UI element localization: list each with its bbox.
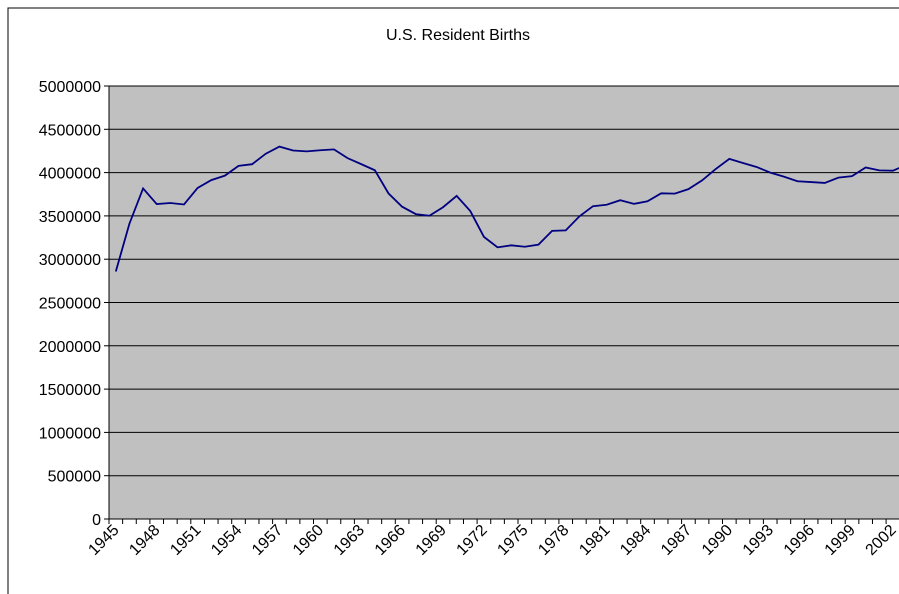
x-tick-label: 1975 bbox=[494, 522, 531, 559]
y-tick-label: 2000000 bbox=[39, 339, 101, 356]
x-tick-label: 1963 bbox=[331, 522, 368, 559]
x-tick-label: 1984 bbox=[617, 522, 654, 559]
chart-border bbox=[7, 7, 899, 594]
x-tick-label: 1981 bbox=[576, 522, 613, 559]
x-tick-label: 1966 bbox=[372, 522, 409, 559]
x-tick-label: 1960 bbox=[290, 522, 327, 559]
y-tick-label: 4500000 bbox=[39, 122, 101, 139]
x-tick-label: 1987 bbox=[658, 522, 695, 559]
x-tick-label: 1948 bbox=[126, 522, 163, 559]
y-tick-label: 5000000 bbox=[39, 79, 101, 96]
x-tick-label: 1957 bbox=[249, 522, 286, 559]
x-tick-label: 1993 bbox=[740, 522, 777, 559]
x-tick-label: 1954 bbox=[208, 522, 245, 559]
x-tick-label: 1951 bbox=[167, 522, 204, 559]
y-tick-label: 4000000 bbox=[39, 166, 101, 183]
y-tick-label: 1000000 bbox=[39, 425, 101, 442]
x-tick-label: 1972 bbox=[454, 522, 491, 559]
x-tick-label: 2002 bbox=[863, 522, 899, 559]
y-tick-label: 0 bbox=[92, 512, 101, 529]
y-tick-label: 3500000 bbox=[39, 209, 101, 226]
x-tick-label: 1978 bbox=[535, 522, 572, 559]
x-tick-label: 1945 bbox=[85, 522, 122, 559]
y-tick-label: 3000000 bbox=[39, 252, 101, 269]
chart-title: U.S. Resident Births bbox=[386, 27, 530, 44]
x-tick-label: 1996 bbox=[781, 522, 818, 559]
y-tick-label: 2500000 bbox=[39, 296, 101, 313]
x-tick-label: 1969 bbox=[413, 522, 450, 559]
y-tick-label: 500000 bbox=[48, 469, 101, 486]
x-tick-label: 1999 bbox=[822, 522, 859, 559]
y-tick-label: 1500000 bbox=[39, 382, 101, 399]
x-tick-label: 1990 bbox=[699, 522, 736, 559]
data-line bbox=[114, 145, 899, 272]
